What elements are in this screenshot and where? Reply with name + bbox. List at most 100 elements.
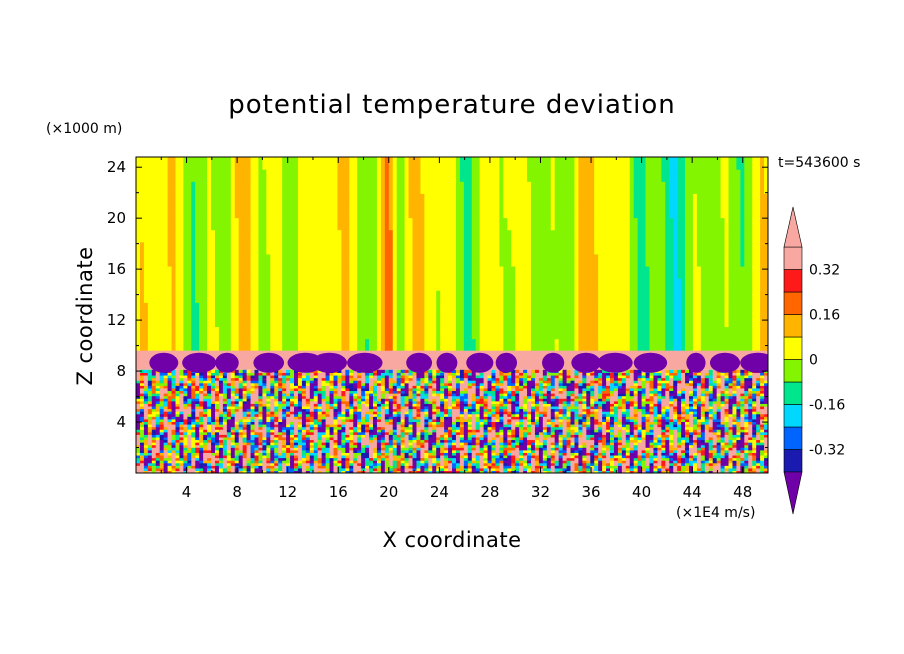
- contour-cell: [716, 452, 722, 456]
- contour-cell: [724, 462, 730, 466]
- contour-cell: [558, 449, 564, 453]
- contour-cell: [499, 467, 504, 472]
- contour-cell: [147, 439, 153, 443]
- contour-cell: [365, 449, 370, 453]
- contour-cell: [602, 241, 607, 255]
- contour-cell: [491, 169, 497, 182]
- contour-cell: [250, 314, 256, 328]
- contour-cell: [234, 169, 240, 182]
- contour-cell: [369, 442, 374, 446]
- contour-cell: [546, 444, 552, 448]
- contour-cell: [226, 431, 232, 435]
- contour-cell: [254, 181, 260, 194]
- contour-cell: [353, 265, 358, 279]
- contour-cell: [736, 241, 741, 255]
- contour-cell: [420, 465, 425, 469]
- contour-cell: [467, 290, 473, 303]
- contour-cell: [424, 278, 429, 291]
- contour-cell: [459, 462, 465, 466]
- contour-cell: [424, 462, 429, 466]
- contour-cell: [369, 314, 374, 328]
- contour-cell: [728, 467, 734, 472]
- contour-cell: [147, 470, 153, 473]
- contour-cell: [562, 290, 568, 303]
- contour-cell: [238, 181, 244, 194]
- contour-cell: [254, 302, 260, 315]
- contour-cell: [171, 217, 177, 231]
- contour-cell: [546, 157, 552, 170]
- contour-cell: [728, 157, 734, 170]
- contour-cell: [728, 241, 734, 255]
- contour-cell: [673, 241, 678, 255]
- contour-cell: [625, 181, 631, 194]
- contour-cell: [329, 314, 335, 328]
- contour-cell: [262, 439, 267, 443]
- contour-cell: [448, 278, 453, 291]
- contour-cell: [250, 436, 256, 441]
- contour-cell: [357, 217, 362, 231]
- contour-cell: [586, 205, 591, 219]
- contour-cell: [294, 290, 299, 303]
- contour-cell: [436, 444, 441, 448]
- contour-cell: [349, 434, 354, 438]
- contour-cell: [467, 229, 473, 243]
- contour-cell: [728, 447, 734, 451]
- contour-cell: [499, 326, 504, 340]
- contour-cell: [566, 442, 572, 446]
- contour-cell: [380, 157, 386, 170]
- contour-cell: [179, 436, 184, 441]
- contour-cell: [574, 290, 579, 303]
- contour-cell: [511, 460, 516, 464]
- contour-cell: [669, 457, 674, 461]
- contour-cell: [163, 278, 169, 291]
- contour-cell: [290, 205, 295, 219]
- contour-cell: [483, 205, 489, 219]
- contour-cell: [570, 278, 576, 291]
- contour-cell: [357, 314, 362, 328]
- contour-cell: [440, 326, 445, 340]
- contour-cell: [365, 314, 370, 328]
- contour-cell: [218, 326, 224, 340]
- contour-cell: [143, 265, 149, 279]
- contour-cell: [582, 462, 587, 466]
- contour-cell: [238, 205, 244, 219]
- contour-cell: [329, 290, 335, 303]
- contour-cell: [187, 338, 192, 352]
- contour-cell: [519, 181, 524, 194]
- contour-cell: [613, 253, 619, 267]
- contour-cell: [337, 338, 342, 352]
- contour-cell: [538, 457, 544, 461]
- contour-cell: [740, 326, 745, 340]
- contour-cell: [546, 447, 552, 451]
- contour-cell: [708, 229, 714, 243]
- contour-cell: [708, 442, 714, 446]
- contour-cell: [515, 444, 520, 448]
- contour-cell: [594, 278, 599, 291]
- contour-cell: [716, 253, 722, 267]
- contour-cell: [139, 229, 145, 243]
- contour-cell: [325, 314, 331, 328]
- contour-cell: [376, 439, 382, 443]
- contour-cell: [704, 302, 710, 315]
- contour-cell: [475, 169, 481, 182]
- contour-cell: [211, 205, 216, 219]
- contour-cell: [613, 290, 619, 303]
- contour-cell: [507, 229, 512, 243]
- contour-cell: [416, 265, 421, 279]
- contour-cell: [483, 302, 489, 315]
- contour-cell: [353, 460, 358, 464]
- contour-cell: [452, 314, 457, 328]
- contour-cell: [329, 265, 335, 279]
- contour-cell: [159, 462, 165, 466]
- contour-cell: [199, 460, 204, 464]
- contour-cell: [534, 217, 540, 231]
- contour-cell: [274, 241, 279, 255]
- contour-cell: [380, 436, 386, 441]
- contour-cell: [183, 253, 188, 267]
- contour-cell: [685, 326, 690, 340]
- contour-cell: [629, 462, 635, 466]
- contour-cell: [574, 457, 579, 461]
- contour-cell: [353, 290, 358, 303]
- contour-cell: [483, 457, 489, 461]
- contour-cell: [444, 470, 449, 473]
